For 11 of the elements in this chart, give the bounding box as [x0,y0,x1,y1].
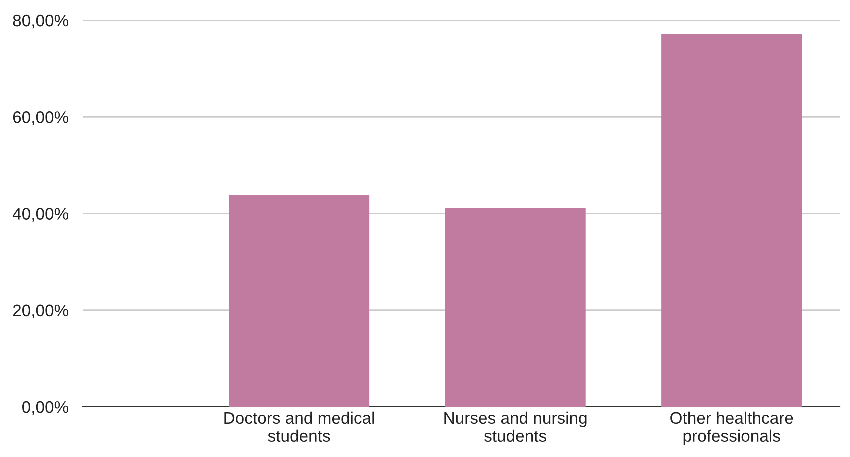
y-tick-label: 40,00% [12,208,69,222]
x-tick-label: Nurses and nursing students [444,412,587,442]
y-tick-label: 0,00% [22,401,69,416]
y-tick-label: 20,00% [13,304,69,319]
y-tick-label: 80,00% [13,14,69,29]
bar [662,34,802,407]
x-tick-label: Doctors and medical students [224,412,374,442]
bar [228,195,370,407]
y-tick-label: 60,00% [13,112,69,126]
x-tick-label: Other healthcare professionals [670,412,794,446]
bar [445,208,586,407]
